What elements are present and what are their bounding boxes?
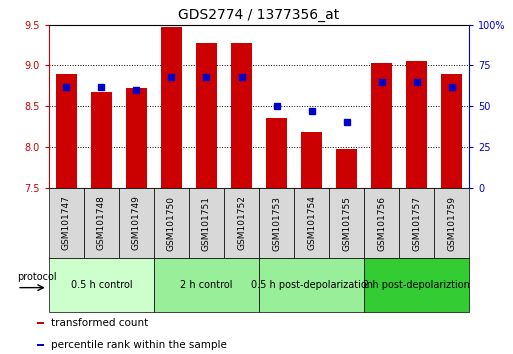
Bar [196, 43, 217, 188]
Bar [259, 258, 364, 312]
Text: GSM101754: GSM101754 [307, 195, 316, 251]
Text: transformed count: transformed count [51, 318, 148, 329]
Bar [364, 188, 399, 258]
Bar [371, 63, 392, 188]
Bar [406, 61, 427, 188]
Bar [266, 118, 287, 188]
Bar [91, 92, 112, 188]
Title: GDS2774 / 1377356_at: GDS2774 / 1377356_at [179, 8, 340, 22]
Text: 0.5 h control: 0.5 h control [70, 280, 132, 290]
Bar [329, 188, 364, 258]
Text: GSM101753: GSM101753 [272, 195, 281, 251]
Text: GSM101752: GSM101752 [237, 195, 246, 251]
Bar [294, 188, 329, 258]
Bar [56, 74, 77, 188]
Text: GSM101757: GSM101757 [412, 195, 421, 251]
Bar [435, 188, 469, 258]
Text: GSM101749: GSM101749 [132, 195, 141, 251]
Bar [84, 188, 119, 258]
Text: GSM101756: GSM101756 [377, 195, 386, 251]
Bar [399, 188, 435, 258]
Bar [37, 322, 44, 324]
Text: GSM101750: GSM101750 [167, 195, 176, 251]
Text: 2 h post-depolariztion: 2 h post-depolariztion [363, 280, 470, 290]
Text: GSM101748: GSM101748 [97, 195, 106, 251]
Bar [119, 188, 154, 258]
Bar [336, 149, 357, 188]
Text: 2 h control: 2 h control [180, 280, 233, 290]
Text: GSM101751: GSM101751 [202, 195, 211, 251]
Bar [49, 188, 84, 258]
Text: percentile rank within the sample: percentile rank within the sample [51, 339, 227, 350]
Text: GSM101747: GSM101747 [62, 195, 71, 251]
Bar [224, 188, 259, 258]
Text: 0.5 h post-depolarization: 0.5 h post-depolarization [251, 280, 372, 290]
Bar [231, 43, 252, 188]
Bar [161, 27, 182, 188]
Bar [301, 132, 322, 188]
Bar [189, 188, 224, 258]
Text: GSM101755: GSM101755 [342, 195, 351, 251]
Bar [364, 258, 469, 312]
Bar [126, 88, 147, 188]
Bar [441, 74, 462, 188]
Bar [154, 188, 189, 258]
Text: GSM101759: GSM101759 [447, 195, 457, 251]
Bar [37, 344, 44, 346]
Text: protocol: protocol [17, 272, 56, 282]
Bar [154, 258, 259, 312]
Bar [259, 188, 294, 258]
Bar [49, 258, 154, 312]
